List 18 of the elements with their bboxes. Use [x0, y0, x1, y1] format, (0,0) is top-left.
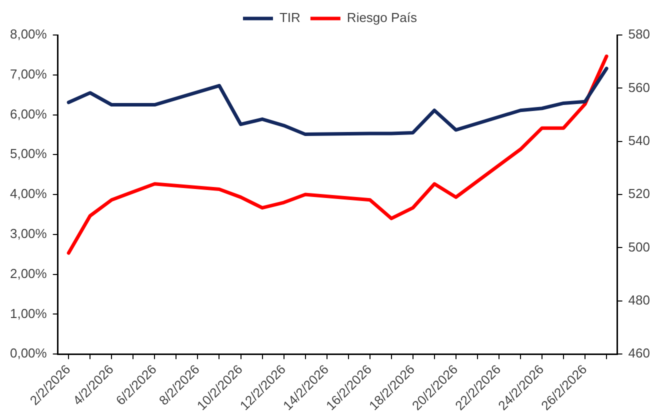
- y2-tick-label: 560: [628, 80, 650, 95]
- y2-tick-label: 500: [628, 239, 650, 254]
- y-tick-label: 7,00%: [10, 66, 48, 82]
- y2-tick-label: 460: [628, 346, 650, 361]
- y-tick-label: 1,00%: [10, 306, 48, 321]
- legend-label: Riesgo País: [346, 10, 418, 26]
- legend-label: TIR: [279, 10, 300, 26]
- y2-tick-label: 520: [628, 186, 650, 202]
- y-tick-label: 2,00%: [10, 266, 48, 281]
- y-tick-label: 5,00%: [10, 146, 48, 162]
- y-tick-label: 6,00%: [10, 106, 48, 122]
- y-tick-label: 0,00%: [10, 346, 48, 361]
- y2-tick-label: 540: [628, 132, 650, 148]
- y2-tick-label: 580: [628, 26, 650, 42]
- y-tick-label: 4,00%: [10, 186, 48, 202]
- y-tick-label: 3,00%: [10, 226, 48, 241]
- y2-tick-label: 480: [628, 292, 650, 308]
- y-tick-label: 8,00%: [10, 26, 48, 42]
